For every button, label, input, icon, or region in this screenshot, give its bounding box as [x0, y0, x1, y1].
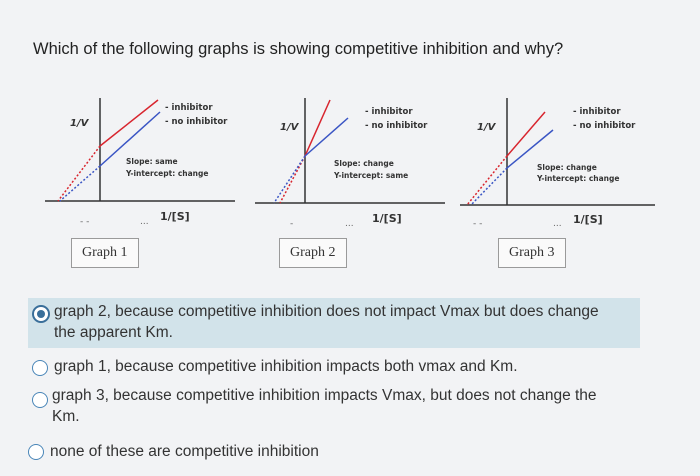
option-text-line2: the apparent Km. — [54, 324, 173, 341]
note-intercept: Y-intercept: change — [536, 174, 619, 183]
inhibitor-extrapolation — [279, 155, 306, 204]
y-axis-label: 1/V — [280, 122, 300, 133]
inhibitor-line — [506, 111, 546, 157]
x-axis-label: 1/[S] — [372, 212, 402, 225]
option-text-line2: Km. — [52, 408, 80, 425]
radio-button[interactable] — [32, 392, 48, 408]
graph-2: 1/V - inhibitor - no inhibitor Slope: ch… — [250, 86, 455, 266]
option-text-line1: graph 3, because competitive inhibition … — [52, 387, 597, 404]
note-slope: Slope: same — [126, 157, 178, 166]
answer-option-graph-3[interactable]: graph 3, because competitive inhibition … — [28, 385, 640, 431]
no-inhibitor-line — [99, 111, 161, 167]
radio-button[interactable] — [32, 360, 48, 376]
legend-inhibitor: - inhibitor — [573, 107, 621, 117]
legend-no-inhibitor: - no inhibitor — [365, 121, 428, 131]
inhibitor-line — [304, 99, 331, 157]
radio-button-selected[interactable] — [32, 305, 50, 323]
no-inhibitor-line — [304, 117, 349, 157]
x-axis-label: 1/[S] — [573, 213, 603, 226]
tick-marks: - — [290, 219, 293, 229]
graph-1: 1/V - inhibitor - no inhibitor Slope: sa… — [40, 86, 245, 266]
legend-inhibitor: - inhibitor — [365, 107, 413, 117]
graph-3: 1/V - inhibitor - no inhibitor Slope: ch… — [455, 86, 660, 266]
tick-marks: ... — [345, 219, 354, 229]
no-inhibitor-extrapolation — [273, 155, 306, 204]
note-intercept: Y-intercept: same — [333, 171, 408, 180]
note-slope: Slope: change — [334, 159, 394, 168]
legend-inhibitor: - inhibitor — [165, 103, 213, 113]
graph-3-plot: 1/V - inhibitor - no inhibitor Slope: ch… — [460, 98, 655, 229]
no-inhibitor-extrapolation — [470, 167, 508, 206]
note-intercept: Y-intercept: change — [125, 169, 208, 178]
y-axis-label: 1/V — [477, 122, 497, 133]
inhibitor-extrapolation — [57, 145, 101, 202]
option-text-line1: graph 2, because competitive inhibition … — [54, 303, 599, 320]
option-text-line1: graph 1, because competitive inhibition … — [54, 358, 518, 375]
tick-marks: ... — [140, 217, 149, 227]
note-slope: Slope: change — [537, 163, 597, 172]
no-inhibitor-extrapolation — [59, 165, 101, 202]
tick-marks: ... — [553, 219, 562, 229]
no-inhibitor-line — [506, 129, 554, 169]
radio-button[interactable] — [28, 444, 44, 460]
question-text: Which of the following graphs is showing… — [33, 40, 564, 58]
graph-2-plot: 1/V - inhibitor - no inhibitor Slope: ch… — [255, 98, 445, 229]
graph-1-plot: 1/V - inhibitor - no inhibitor Slope: sa… — [45, 98, 235, 227]
y-axis-label: 1/V — [70, 118, 90, 129]
answer-option-none[interactable]: none of these are competitive inhibition — [28, 440, 640, 464]
tick-marks: - - — [80, 217, 89, 227]
x-axis-label: 1/[S] — [160, 210, 190, 223]
inhibitor-line — [99, 99, 159, 147]
legend-no-inhibitor: - no inhibitor — [573, 121, 636, 131]
option-text-line1: none of these are competitive inhibition — [50, 443, 319, 460]
graph-1-label: Graph 1 — [71, 238, 139, 268]
graph-3-label: Graph 3 — [498, 238, 566, 268]
inhibitor-extrapolation — [466, 155, 508, 206]
graph-2-label: Graph 2 — [279, 238, 347, 268]
legend-no-inhibitor: - no inhibitor — [165, 117, 228, 127]
tick-marks: - - — [473, 219, 482, 229]
answer-option-graph-2[interactable]: graph 2, because competitive inhibition … — [28, 298, 640, 348]
answer-option-graph-1[interactable]: graph 1, because competitive inhibition … — [28, 356, 640, 380]
